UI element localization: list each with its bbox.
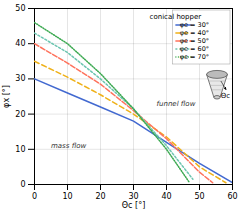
svg-text:20: 20	[95, 192, 105, 201]
svg-text:20: 20	[15, 110, 25, 119]
svg-text:φe = 30°: φe = 30°	[180, 21, 209, 29]
svg-text:Θc [°]: Θc [°]	[122, 201, 145, 210]
svg-text:mass flow: mass flow	[51, 142, 86, 150]
svg-text:φe = 40°: φe = 40°	[180, 29, 209, 37]
svg-text:φe = 60°: φe = 60°	[180, 45, 209, 53]
svg-text:φe = 70°: φe = 70°	[180, 53, 209, 61]
svg-text:φx [°]: φx [°]	[2, 85, 11, 108]
svg-text:0: 0	[32, 192, 37, 201]
svg-text:φe = 50°: φe = 50°	[180, 37, 209, 45]
svg-text:funnel flow: funnel flow	[157, 100, 196, 108]
svg-text:Θc: Θc	[221, 92, 231, 100]
svg-text:40: 40	[15, 39, 25, 48]
svg-text:conical hopper: conical hopper	[150, 13, 202, 21]
svg-text:60: 60	[227, 192, 237, 201]
svg-text:0: 0	[20, 180, 25, 189]
svg-text:10: 10	[15, 145, 25, 154]
svg-text:40: 40	[161, 192, 171, 201]
svg-text:50: 50	[194, 192, 204, 201]
svg-text:30: 30	[15, 74, 25, 83]
svg-text:10: 10	[62, 192, 72, 201]
svg-text:50: 50	[15, 4, 25, 13]
svg-text:30: 30	[128, 192, 139, 202]
